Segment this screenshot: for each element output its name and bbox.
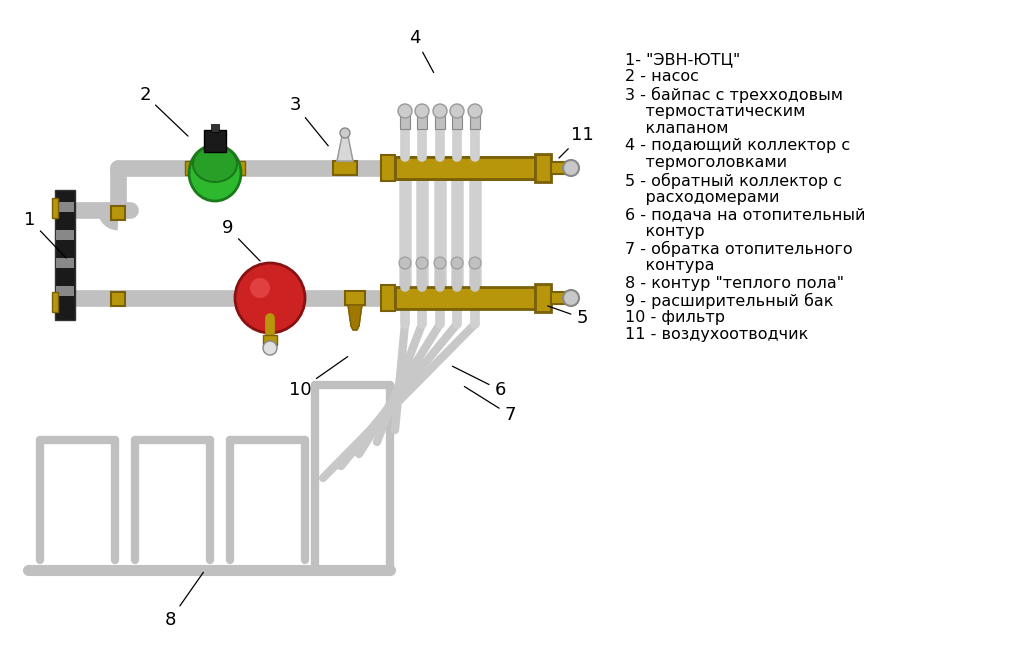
Bar [56, 202, 74, 212]
Bar [417, 115, 427, 129]
Bar [111, 292, 125, 306]
Bar [56, 286, 74, 296]
Text: 9: 9 [222, 219, 260, 261]
Text: 4 - подающий коллектор с: 4 - подающий коллектор с [625, 138, 850, 153]
Bar [435, 115, 445, 129]
Circle shape [250, 278, 270, 298]
Circle shape [433, 104, 447, 118]
Bar [395, 287, 535, 309]
Text: 10 - фильтр: 10 - фильтр [625, 310, 725, 325]
Circle shape [399, 257, 411, 269]
Circle shape [415, 104, 429, 118]
Text: 4: 4 [410, 29, 434, 72]
Bar [381, 155, 395, 181]
Bar [345, 291, 365, 305]
Circle shape [469, 257, 481, 269]
Bar [204, 130, 226, 152]
Circle shape [133, 438, 137, 442]
Bar [52, 198, 58, 218]
Circle shape [303, 438, 307, 442]
Text: контур: контур [625, 224, 705, 239]
Circle shape [388, 383, 392, 387]
Text: 11: 11 [559, 126, 593, 158]
Circle shape [451, 257, 463, 269]
Text: 9 - расширительный бак: 9 - расширительный бак [625, 293, 834, 309]
Circle shape [450, 104, 464, 118]
Bar [395, 157, 535, 179]
Circle shape [416, 257, 428, 269]
Circle shape [340, 128, 350, 138]
Text: 3: 3 [289, 96, 329, 146]
Text: 5: 5 [548, 306, 588, 327]
Text: 2: 2 [139, 86, 188, 136]
Text: 2 - насос: 2 - насос [625, 69, 698, 84]
Text: контура: контура [625, 258, 715, 273]
Text: 8 - контур "теплого пола": 8 - контур "теплого пола" [625, 275, 844, 291]
Bar [551, 162, 565, 174]
Bar [400, 115, 410, 129]
Circle shape [563, 290, 579, 306]
Text: 5 - обратный коллектор с: 5 - обратный коллектор с [625, 173, 842, 188]
Text: расходомерами: расходомерами [625, 190, 779, 204]
Circle shape [38, 438, 42, 442]
Bar [535, 154, 551, 182]
Circle shape [313, 383, 317, 387]
Text: 6: 6 [453, 366, 506, 399]
Text: термостатическим: термостатическим [625, 103, 805, 119]
Circle shape [228, 438, 232, 442]
Ellipse shape [193, 146, 237, 182]
Bar [395, 157, 535, 179]
Bar [231, 161, 245, 175]
Bar [56, 258, 74, 268]
Circle shape [468, 104, 482, 118]
Bar [55, 190, 75, 320]
Circle shape [234, 263, 305, 333]
Ellipse shape [189, 145, 241, 201]
Bar [211, 124, 219, 132]
Text: 3 - байпас с трехходовым: 3 - байпас с трехходовым [625, 86, 843, 103]
Text: 7: 7 [464, 386, 516, 424]
Bar [111, 206, 125, 220]
Circle shape [113, 438, 117, 442]
Polygon shape [348, 305, 362, 330]
Text: 8: 8 [164, 572, 204, 629]
Bar [52, 292, 58, 312]
Circle shape [398, 104, 412, 118]
Bar [551, 292, 565, 304]
Text: 10: 10 [289, 357, 348, 399]
Bar [381, 285, 395, 311]
Bar [56, 230, 74, 240]
Bar [263, 335, 278, 345]
Text: 6 - подача на отопительный: 6 - подача на отопительный [625, 207, 865, 222]
Bar [333, 161, 357, 175]
Circle shape [434, 257, 446, 269]
Text: 7 - обратка отопительного: 7 - обратка отопительного [625, 241, 853, 258]
Text: 11 - воздухоотводчик: 11 - воздухоотводчик [625, 328, 808, 342]
Text: термоголовками: термоголовками [625, 156, 787, 170]
Bar [470, 115, 480, 129]
Bar [185, 161, 199, 175]
Bar [535, 284, 551, 312]
Polygon shape [337, 136, 353, 161]
Circle shape [208, 438, 212, 442]
Text: клапаном: клапаном [625, 121, 728, 136]
Bar [452, 115, 462, 129]
Text: 1: 1 [25, 211, 67, 258]
Circle shape [263, 341, 278, 355]
Circle shape [563, 160, 579, 176]
Text: 1- "ЭВН-ЮТЦ": 1- "ЭВН-ЮТЦ" [625, 52, 740, 67]
